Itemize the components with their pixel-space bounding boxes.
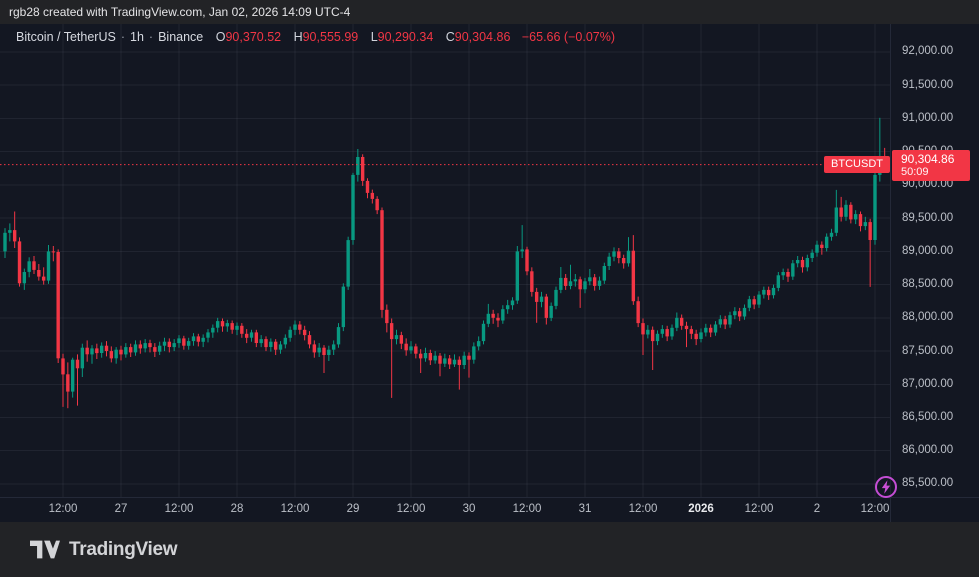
high-letter: H xyxy=(293,30,303,44)
symbol-title[interactable]: Bitcoin / TetherUS xyxy=(16,30,116,44)
tradingview-logo-text: TradingView xyxy=(69,538,178,560)
candle-countdown: 50:09 xyxy=(901,165,929,178)
price-axis-label: 87,500.00 xyxy=(902,344,954,357)
interval-label[interactable]: 1h xyxy=(130,30,144,44)
chart-legend: Bitcoin / TetherUS · 1h · Binance O90,370.52… xyxy=(16,30,615,44)
tradingview-logo[interactable]: TradingView xyxy=(30,538,178,561)
price-axis-label: 85,500.00 xyxy=(902,477,954,490)
price-axis-label: 89,000.00 xyxy=(902,244,954,257)
time-axis[interactable]: 12:00 27 12:00 28 12:00 29 12:00 30 12:00 31 12:00… xyxy=(0,498,890,522)
time-axis-label: 28 xyxy=(230,503,244,515)
price-chart-plot[interactable]: Bitcoin / TetherUS · 1h · Binance O90,370.52… xyxy=(0,24,890,497)
time-axis-label: 12:00 xyxy=(744,503,774,515)
time-axis-label: 27 xyxy=(114,503,128,515)
snapshot-caption: rgb28 created with TradingView.com, Jan … xyxy=(9,5,351,19)
low-letter: L xyxy=(370,30,378,44)
time-axis-label: 12:00 xyxy=(164,503,194,515)
time-axis-label: 12:00 xyxy=(396,503,426,515)
price-axis-label: 87,000.00 xyxy=(902,377,954,390)
time-axis-label: 12:00 xyxy=(280,503,310,515)
time-axis-label: 2026 xyxy=(688,503,714,515)
snapshot-header-bar: rgb28 created with TradingView.com, Jan … xyxy=(0,0,979,24)
price-axis-label: 91,000.00 xyxy=(902,111,954,124)
legend-separator: · xyxy=(148,30,154,44)
lightning-icon xyxy=(875,476,897,498)
exchange-label: Binance xyxy=(158,30,204,44)
legend-separator: · xyxy=(120,30,125,44)
price-axis-label: 89,500.00 xyxy=(902,211,954,224)
close-value: 90,304.86 xyxy=(454,30,511,44)
time-axis-label: 31 xyxy=(578,503,592,515)
open-value: 90,370.52 xyxy=(225,30,282,44)
last-price-symbol-tag: BTCUSDT xyxy=(824,156,890,174)
price-axis[interactable]: 90,304.86 50:09 92,000.00 91,500.00 91,000… xyxy=(890,24,979,522)
low-value: 90,290.34 xyxy=(377,30,434,44)
candlestick-canvas[interactable] xyxy=(0,24,890,497)
change-value: −65.66 (−0.07%) xyxy=(521,30,615,44)
time-axis-border xyxy=(0,497,979,498)
time-axis-label: 2 xyxy=(813,503,821,515)
footer-bar: TradingView xyxy=(0,522,979,577)
tradingview-logo-mark xyxy=(30,540,60,559)
price-axis-label: 86,000.00 xyxy=(902,444,954,457)
time-axis-label: 12:00 xyxy=(512,503,542,515)
time-axis-label: 12:00 xyxy=(628,503,658,515)
last-price-tag: 90,304.86 50:09 xyxy=(892,149,970,181)
boost-lightning-button[interactable] xyxy=(874,475,898,499)
price-axis-label: 90,000.00 xyxy=(902,178,954,191)
time-axis-label: 12:00 xyxy=(48,503,78,515)
price-axis-label: 88,500.00 xyxy=(902,278,954,291)
price-axis-label: 88,000.00 xyxy=(902,311,954,324)
time-axis-label: 12:00 xyxy=(860,503,890,515)
last-price-value: 90,304.86 xyxy=(901,151,955,166)
price-axis-label: 86,500.00 xyxy=(902,411,954,423)
time-axis-label: 30 xyxy=(462,503,476,515)
price-axis-label: 92,000.00 xyxy=(902,45,954,58)
high-value: 90,555.99 xyxy=(302,30,359,44)
price-axis-label: 91,500.00 xyxy=(902,78,954,91)
open-letter: O xyxy=(215,30,226,44)
close-letter: C xyxy=(445,30,455,44)
time-axis-label: 29 xyxy=(346,503,360,515)
